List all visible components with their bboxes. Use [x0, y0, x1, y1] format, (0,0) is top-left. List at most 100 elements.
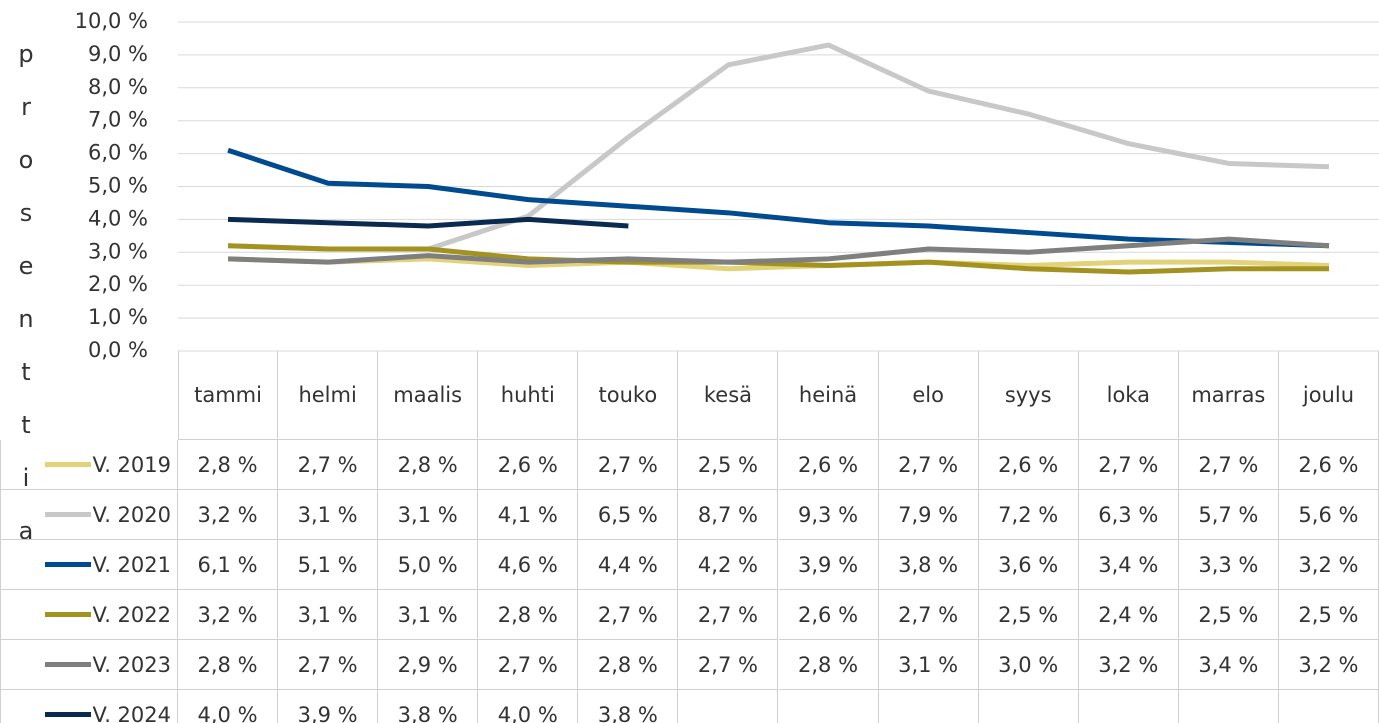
table-cell: 5,7 %: [1178, 490, 1279, 540]
table-cell: 8,7 %: [678, 490, 779, 540]
category-header: tammi: [178, 351, 279, 440]
table-cell: 2,7 %: [678, 640, 779, 690]
table-cell: 5,0 %: [378, 540, 479, 590]
table-cell: 3,1 %: [378, 590, 479, 640]
legend-swatch: [44, 612, 91, 617]
table-cell: 5,1 %: [278, 540, 379, 590]
category-header: joulu: [1278, 351, 1379, 440]
series-line: [227, 216, 629, 229]
table-cell: 3,2 %: [1078, 640, 1179, 690]
table-cell: 3,2 %: [178, 490, 279, 540]
table-cell: 2,5 %: [678, 440, 779, 490]
table-cell: 2,8 %: [178, 640, 279, 690]
table-cell: 2,7 %: [878, 440, 979, 490]
table-cell: 2,8 %: [778, 640, 879, 690]
table-cell: 2,4 %: [1078, 590, 1179, 640]
table-cell: 2,7 %: [1078, 440, 1179, 490]
legend-label: V. 2022: [92, 602, 171, 627]
table-cell: 2,7 %: [578, 440, 679, 490]
series-line: [227, 147, 1330, 249]
table-cell: 4,2 %: [678, 540, 779, 590]
table-cell: 2,7 %: [878, 590, 979, 640]
table-cell: 5,6 %: [1278, 490, 1379, 540]
category-header: loka: [1078, 351, 1179, 440]
y-tick-label: 7,0 %: [88, 108, 148, 132]
legend-swatch: [44, 512, 91, 517]
table-cell: 2,7 %: [278, 440, 379, 490]
legend-cell: V. 2021: [0, 540, 178, 590]
table-cell: [979, 690, 1079, 723]
table-cell: 3,3 %: [1178, 540, 1279, 590]
table-cell: 3,1 %: [878, 640, 979, 690]
table-cell: 3,6 %: [978, 540, 1079, 590]
y-tick-label: 9,0 %: [88, 42, 148, 66]
table-cell: 2,6 %: [478, 440, 579, 490]
category-header: heinä: [778, 351, 879, 440]
table-cell: 2,8 %: [378, 440, 479, 490]
table-cell: 2,7 %: [578, 590, 679, 640]
y-tick-label: 10,0 %: [75, 9, 148, 33]
category-header: syys: [978, 351, 1079, 440]
legend-cell: V. 2022: [0, 590, 178, 640]
table-cell: 3,1 %: [278, 590, 379, 640]
table-cell: 3,4 %: [1178, 640, 1279, 690]
legend-cell: V. 2019: [0, 440, 178, 490]
series-line: [227, 256, 1330, 272]
legend-cell: V. 2020: [0, 490, 178, 540]
table-cell: 2,7 %: [1178, 440, 1279, 490]
table-cell: 2,5 %: [978, 590, 1079, 640]
table-cell: 3,2 %: [1278, 540, 1379, 590]
category-header: helmi: [278, 351, 379, 440]
table-cell: 3,9 %: [278, 690, 379, 723]
table-cell: 4,6 %: [478, 540, 579, 590]
table-cell: 7,2 %: [978, 490, 1079, 540]
table-cell: 2,6 %: [978, 440, 1079, 490]
y-tick-label: 4,0 %: [88, 206, 148, 230]
table-cell: 2,7 %: [278, 640, 379, 690]
table-cell: 2,7 %: [478, 640, 579, 690]
table-cell: 2,6 %: [778, 440, 879, 490]
table-cell: 7,9 %: [878, 490, 979, 540]
table-cell: 4,1 %: [478, 490, 579, 540]
table-cell: [678, 690, 779, 723]
y-tick-label: 0,0 %: [88, 338, 148, 362]
table-cell: 3,1 %: [378, 490, 479, 540]
table-cell: 3,4 %: [1078, 540, 1179, 590]
table-cell: 4,0 %: [178, 690, 279, 723]
table-cell: 3,2 %: [178, 590, 279, 640]
table-cell: 3,8 %: [378, 690, 479, 723]
category-header: elo: [878, 351, 979, 440]
table-cell: 6,5 %: [578, 490, 679, 540]
table-cell: 2,6 %: [778, 590, 879, 640]
y-tick-label: 6,0 %: [88, 141, 148, 165]
table-cell: 6,1 %: [178, 540, 279, 590]
table-cell: 2,5 %: [1178, 590, 1279, 640]
category-header: marras: [1178, 351, 1279, 440]
y-axis-title: prosenttia: [12, 40, 40, 570]
table-cell: 6,3 %: [1078, 490, 1179, 540]
table-cell: [879, 690, 979, 723]
table-cell: 4,0 %: [478, 690, 579, 723]
table-cell: 2,7 %: [678, 590, 779, 640]
category-header: kesä: [678, 351, 779, 440]
table-cell: 2,8 %: [578, 640, 679, 690]
table-cell: 2,6 %: [1278, 440, 1379, 490]
table-cell: [1179, 690, 1279, 723]
category-header: huhti: [478, 351, 579, 440]
table-cell: 9,3 %: [778, 490, 879, 540]
series-line: [227, 243, 1329, 275]
y-tick-label: 5,0 %: [88, 174, 148, 198]
legend-label: V. 2023: [92, 652, 171, 677]
y-tick-label: 1,0 %: [88, 305, 148, 329]
table-cell: 3,9 %: [778, 540, 879, 590]
legend-swatch: [44, 462, 91, 467]
legend-label: V. 2019: [92, 452, 171, 477]
y-tick-label: 8,0 %: [88, 75, 148, 99]
legend-label: V. 2021: [92, 552, 171, 577]
legend-swatch: [44, 712, 91, 717]
table-cell: [779, 690, 879, 723]
table-cell: 3,1 %: [278, 490, 379, 540]
table-cell: 4,4 %: [578, 540, 679, 590]
